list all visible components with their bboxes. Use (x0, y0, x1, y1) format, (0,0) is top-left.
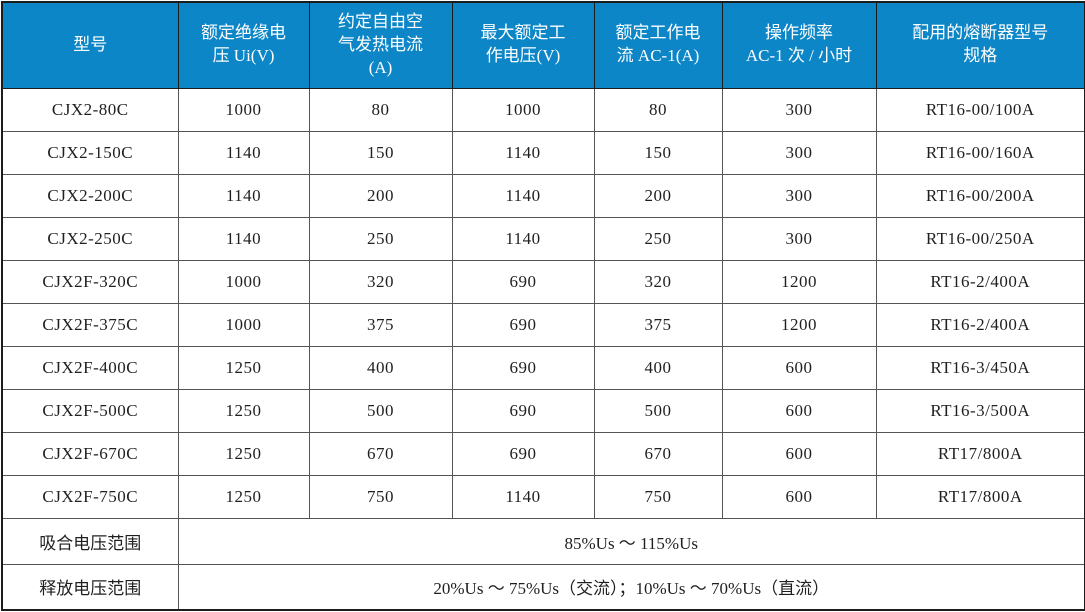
table-header: 型号 额定绝缘电 压 Ui(V) 约定自由空 气发热电流 (A) 最大额定工 作… (1, 1, 1085, 89)
table-cell: 320 (593, 259, 723, 304)
table-cell: 1000 (177, 259, 310, 304)
table-cell: RT17/800A (875, 431, 1085, 476)
footer-label: 释放电压范围 (1, 563, 179, 611)
table-cell: 1140 (177, 130, 310, 175)
column-header-insulation-voltage: 额定绝缘电 压 Ui(V) (177, 1, 310, 89)
table-cell: 600 (721, 388, 877, 433)
table-cell: 500 (593, 388, 723, 433)
table-cell: 200 (593, 173, 723, 218)
table-cell: RT16-2/400A (875, 259, 1085, 304)
table-cell: 670 (593, 431, 723, 476)
table-cell: 1000 (177, 302, 310, 347)
table-cell: 300 (721, 173, 877, 218)
table-cell: 600 (721, 345, 877, 390)
table-cell: 1140 (451, 216, 595, 261)
table-row: CJX2F-400C 1250 400 690 400 600 RT16-3/4… (1, 345, 1085, 390)
footer-value: 85%Us ～ 115%Us (177, 517, 1085, 565)
table-cell: 690 (451, 431, 595, 476)
footer-value: 20%Us ～ 75%Us（交流）；10%Us ～ 70%Us（直流） (177, 563, 1085, 611)
cell-model: CJX2-250C (1, 216, 179, 261)
table-cell: 1000 (177, 87, 310, 132)
table-cell: 690 (451, 259, 595, 304)
table-cell: 670 (308, 431, 453, 476)
table-cell: 500 (308, 388, 453, 433)
column-header-model: 型号 (1, 1, 179, 89)
table-cell: 750 (308, 474, 453, 519)
cell-model: CJX2F-320C (1, 259, 179, 304)
table-row: CJX2F-320C 1000 320 690 320 1200 RT16-2/… (1, 259, 1085, 304)
table-row: CJX2-200C 1140 200 1140 200 300 RT16-00/… (1, 173, 1085, 218)
cell-model: CJX2-80C (1, 87, 179, 132)
table-cell: 1200 (721, 259, 877, 304)
table-cell: 150 (593, 130, 723, 175)
table-footer: 吸合电压范围 85%Us ～ 115%Us 释放电压范围 20%Us ～ 75%… (1, 517, 1085, 611)
table-cell: RT16-3/500A (875, 388, 1085, 433)
table-body: CJX2-80C 1000 80 1000 80 300 RT16-00/100… (1, 87, 1085, 519)
cell-model: CJX2-150C (1, 130, 179, 175)
table-row: CJX2F-670C 1250 670 690 670 600 RT17/800… (1, 431, 1085, 476)
table-row: CJX2F-375C 1000 375 690 375 1200 RT16-2/… (1, 302, 1085, 347)
table-cell: 300 (721, 130, 877, 175)
table-cell: 400 (593, 345, 723, 390)
table-cell: RT16-00/200A (875, 173, 1085, 218)
table-cell: 375 (593, 302, 723, 347)
footer-row-release-voltage: 释放电压范围 20%Us ～ 75%Us（交流）；10%Us ～ 70%Us（直… (1, 563, 1085, 611)
table-cell: 1140 (451, 130, 595, 175)
cell-model: CJX2F-375C (1, 302, 179, 347)
column-header-working-current: 额定工作电 流 AC-1(A) (593, 1, 723, 89)
table-row: CJX2-250C 1140 250 1140 250 300 RT16-00/… (1, 216, 1085, 261)
table-cell: 375 (308, 302, 453, 347)
table-cell: 250 (308, 216, 453, 261)
table-cell: RT16-2/400A (875, 302, 1085, 347)
table-row: CJX2-80C 1000 80 1000 80 300 RT16-00/100… (1, 87, 1085, 132)
footer-label: 吸合电压范围 (1, 517, 179, 565)
table-cell: 690 (451, 302, 595, 347)
table-cell: 300 (721, 216, 877, 261)
table-cell: 80 (593, 87, 723, 132)
table-cell: 600 (721, 431, 877, 476)
table-cell: RT16-00/250A (875, 216, 1085, 261)
table-cell: 600 (721, 474, 877, 519)
table-cell: 1140 (177, 173, 310, 218)
table-row: CJX2-150C 1140 150 1140 150 300 RT16-00/… (1, 130, 1085, 175)
table-cell: 1000 (451, 87, 595, 132)
column-header-operating-frequency: 操作频率 AC-1 次 / 小时 (721, 1, 877, 89)
table-cell: 400 (308, 345, 453, 390)
table-cell: 200 (308, 173, 453, 218)
table-cell: 1250 (177, 431, 310, 476)
cell-model: CJX2F-750C (1, 474, 179, 519)
table-cell: RT17/800A (875, 474, 1085, 519)
cell-model: CJX2-200C (1, 173, 179, 218)
table-cell: 1250 (177, 474, 310, 519)
table-cell: RT16-00/100A (875, 87, 1085, 132)
table-cell: RT16-3/450A (875, 345, 1085, 390)
table-cell: 690 (451, 345, 595, 390)
table-cell: 250 (593, 216, 723, 261)
cell-model: CJX2F-400C (1, 345, 179, 390)
cell-model: CJX2F-670C (1, 431, 179, 476)
cell-model: CJX2F-500C (1, 388, 179, 433)
footer-row-pickup-voltage: 吸合电压范围 85%Us ～ 115%Us (1, 517, 1085, 565)
table-cell: 320 (308, 259, 453, 304)
table-cell: 1140 (451, 173, 595, 218)
table-cell: 150 (308, 130, 453, 175)
header-row: 型号 额定绝缘电 压 Ui(V) 约定自由空 气发热电流 (A) 最大额定工 作… (1, 1, 1085, 89)
table-cell: RT16-00/160A (875, 130, 1085, 175)
column-header-fuse-spec: 配用的熔断器型号 规格 (875, 1, 1085, 89)
column-header-thermal-current: 约定自由空 气发热电流 (A) (308, 1, 453, 89)
table-cell: 690 (451, 388, 595, 433)
table-cell: 80 (308, 87, 453, 132)
table-row: CJX2F-500C 1250 500 690 500 600 RT16-3/5… (1, 388, 1085, 433)
table-cell: 1200 (721, 302, 877, 347)
table-cell: 300 (721, 87, 877, 132)
column-header-max-working-voltage: 最大额定工 作电压(V) (451, 1, 595, 89)
table-row: CJX2F-750C 1250 750 1140 750 600 RT17/80… (1, 474, 1085, 519)
table-cell: 1250 (177, 345, 310, 390)
table-cell: 1140 (451, 474, 595, 519)
table-cell: 1140 (177, 216, 310, 261)
table-cell: 1250 (177, 388, 310, 433)
table-cell: 750 (593, 474, 723, 519)
